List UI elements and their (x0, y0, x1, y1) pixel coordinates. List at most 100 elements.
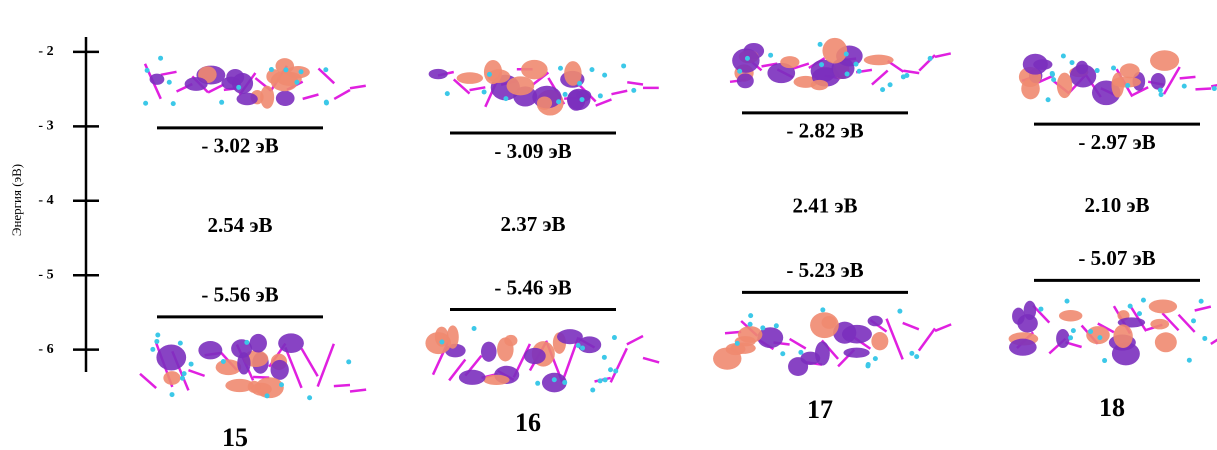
gap-label: 2.10 эВ (1084, 193, 1149, 217)
lobe (536, 96, 553, 110)
atom (737, 68, 743, 74)
bond (609, 347, 628, 383)
lobe (198, 341, 223, 360)
bond (1097, 322, 1115, 334)
atom (909, 350, 915, 356)
lobe (541, 372, 567, 393)
atom (798, 349, 804, 355)
bond (1162, 66, 1181, 95)
bond (160, 70, 177, 77)
atom (1070, 328, 1076, 334)
atom (820, 307, 826, 313)
lobe (260, 85, 275, 109)
atom (1094, 68, 1100, 74)
lobe (821, 315, 837, 329)
lobe (184, 77, 208, 91)
atom (486, 71, 492, 77)
bond (300, 347, 319, 377)
atom (575, 343, 581, 349)
homo-label: - 5.56 эВ (201, 283, 278, 307)
lumo-label: - 3.09 эВ (494, 139, 571, 163)
orbital-picture (143, 55, 366, 109)
atom (283, 67, 289, 73)
atom (158, 55, 164, 61)
atom (551, 377, 557, 383)
bond (885, 318, 904, 360)
atom (760, 325, 766, 331)
bond (448, 358, 467, 382)
bond (188, 368, 206, 378)
lumo-label: - 2.97 эВ (1078, 130, 1155, 154)
bond (626, 334, 644, 346)
atom (1125, 82, 1131, 88)
bond (788, 337, 807, 350)
lobe (732, 48, 760, 73)
homo-label: - 5.46 эВ (494, 275, 571, 299)
homo-label: - 5.07 эВ (1078, 246, 1155, 270)
lobe (506, 76, 535, 96)
lobe (278, 333, 304, 353)
atom (323, 67, 329, 73)
bond (349, 84, 366, 90)
lobe (1075, 60, 1089, 75)
bond (284, 346, 303, 389)
atom (278, 382, 284, 388)
atom (1111, 65, 1117, 71)
atom (1157, 87, 1163, 93)
lobe (163, 371, 181, 385)
lobe (487, 69, 511, 84)
gap-label: 2.41 эВ (792, 193, 857, 217)
lobe (156, 344, 187, 371)
atom (597, 378, 603, 384)
atom (597, 93, 603, 99)
atom (1068, 335, 1074, 341)
lobe (1012, 307, 1025, 325)
atom (904, 72, 910, 78)
bond (917, 327, 937, 352)
bond (903, 69, 920, 75)
atom (1158, 92, 1164, 98)
lumo-label: - 2.82 эВ (786, 119, 863, 143)
atom (872, 356, 878, 362)
lobe (456, 72, 484, 84)
atom (170, 101, 176, 107)
atom (264, 393, 270, 399)
gap-label: 2.54 эВ (207, 213, 272, 237)
atom (294, 79, 300, 85)
atom (897, 308, 903, 314)
atom (236, 84, 242, 90)
lobe (1008, 338, 1037, 356)
bond (902, 321, 920, 331)
lobe (255, 377, 284, 399)
bond (207, 83, 225, 94)
atom (439, 339, 445, 345)
lobe (564, 61, 582, 86)
lobe (225, 378, 254, 393)
lobe (480, 341, 497, 362)
bond (1161, 312, 1180, 332)
atom (1060, 53, 1066, 59)
atom (1127, 303, 1133, 309)
lobe (1112, 76, 1141, 88)
atom (844, 71, 850, 77)
gap-label: 2.37 эВ (500, 212, 565, 236)
atom (1136, 311, 1142, 317)
lobe (1056, 329, 1070, 349)
bond (871, 69, 889, 86)
lobe (822, 37, 848, 64)
lobe (780, 56, 800, 69)
y-tick-label: - 4 (38, 193, 53, 208)
lobe (1086, 326, 1110, 345)
atom (1097, 335, 1103, 341)
atom (219, 99, 225, 105)
atom (1064, 298, 1070, 304)
lobe (577, 336, 602, 354)
bond (1195, 87, 1212, 91)
atom (556, 99, 562, 105)
atom (579, 97, 585, 103)
atom (734, 340, 740, 346)
atom (169, 392, 175, 398)
bond (1210, 338, 1217, 345)
atom (1202, 335, 1208, 341)
